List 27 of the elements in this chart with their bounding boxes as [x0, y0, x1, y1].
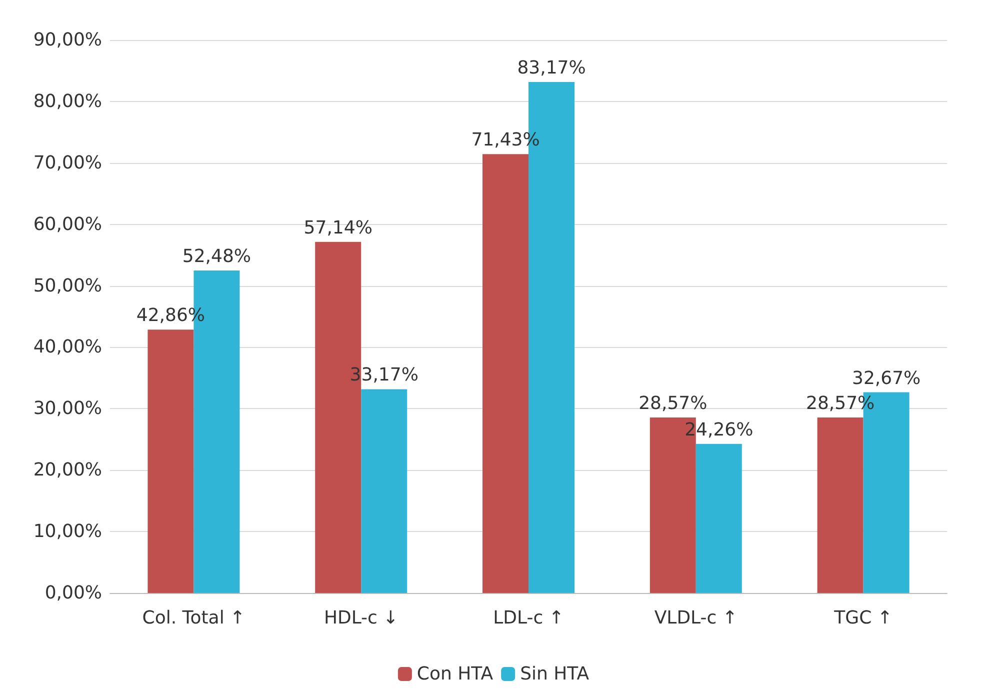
y-tick-label: 40,00%	[33, 336, 102, 358]
data-label: 32,67%	[852, 368, 921, 389]
legend-label: Con HTA	[416, 664, 494, 684]
y-tick-label: 60,00%	[33, 214, 102, 235]
bar	[696, 444, 742, 593]
x-tick-label: LDL-c ↑	[493, 608, 564, 628]
y-tick-label: 50,00%	[33, 275, 102, 296]
y-tick-label: 0,00%	[44, 582, 102, 604]
data-label: 83,17%	[517, 57, 586, 78]
bar	[361, 389, 408, 593]
bar	[148, 330, 194, 593]
data-label: 57,14%	[304, 217, 372, 238]
y-tick-label: 20,00%	[33, 460, 102, 481]
data-label: 28,57%	[638, 392, 708, 414]
y-tick-label: 10,00%	[33, 521, 102, 542]
y-tick-label: 80,00%	[33, 90, 102, 112]
bar	[482, 154, 528, 593]
y-tick-label: 70,00%	[33, 152, 102, 174]
y-tick-label: 90,00%	[33, 30, 102, 50]
y-tick-label: 30,00%	[33, 398, 102, 420]
legend-label: Sin HTA	[520, 664, 590, 684]
bar	[817, 417, 864, 593]
data-label: 52,48%	[182, 246, 252, 268]
x-tick-label: HDL-c ↓	[324, 608, 398, 628]
x-tick-label: Col. Total ↑	[142, 608, 246, 628]
x-tick-label: TGC ↑	[833, 608, 892, 628]
x-tick-label: VLDL-c ↑	[654, 608, 738, 628]
